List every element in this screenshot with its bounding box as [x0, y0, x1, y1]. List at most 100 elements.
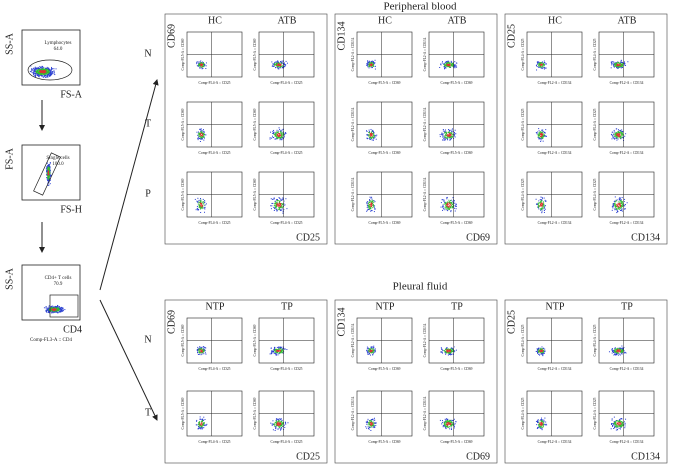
- event-dot: [620, 347, 622, 349]
- event-dot: [614, 425, 616, 427]
- event-dot: [274, 346, 276, 348]
- x-channel: Comp-FL3-A :: CD4: [30, 338, 72, 343]
- event-dot: [541, 421, 543, 423]
- event-dot: [539, 425, 541, 427]
- event-dot: [614, 353, 616, 355]
- event-dot: [44, 73, 46, 75]
- event-dot: [281, 351, 283, 353]
- event-dot: [448, 419, 450, 421]
- gate-percent: 64.0: [54, 47, 63, 52]
- event-dot: [611, 134, 613, 136]
- event-dot: [445, 208, 447, 210]
- event-dot: [439, 134, 441, 136]
- event-dot: [369, 132, 371, 134]
- y-channel: Comp-FL4-A :: CD25: [521, 38, 525, 70]
- event-dot: [46, 311, 48, 313]
- event-dot: [450, 419, 452, 421]
- event-dot: [273, 205, 275, 207]
- event-dot: [60, 310, 62, 312]
- event-dot: [624, 205, 626, 207]
- event-dot: [366, 349, 368, 351]
- event-dot: [614, 63, 616, 65]
- event-dot: [196, 63, 198, 65]
- event-dot: [51, 305, 53, 307]
- row-label: P: [145, 188, 151, 199]
- event-dot: [538, 61, 540, 63]
- event-dot: [57, 310, 59, 312]
- event-dot: [203, 202, 205, 204]
- event-dot: [272, 65, 274, 67]
- event-dot: [444, 206, 446, 208]
- event-dot: [371, 426, 373, 428]
- event-dot: [199, 61, 201, 63]
- event-dot: [41, 69, 43, 71]
- event-dot: [198, 426, 200, 428]
- event-dot: [446, 203, 448, 205]
- x-channel: Comp-FL4-A :: CD25: [271, 221, 303, 225]
- event-dot: [45, 310, 47, 312]
- event-dot: [278, 135, 280, 137]
- event-dot: [447, 349, 449, 351]
- event-dot: [367, 348, 369, 350]
- event-dot: [622, 137, 624, 139]
- event-dot: [619, 131, 621, 133]
- event-dot: [203, 201, 205, 203]
- event-dot: [39, 67, 41, 69]
- event-dot: [273, 133, 275, 135]
- x-channel: Comp-FL4-A :: CD25: [199, 367, 231, 371]
- event-dot: [447, 139, 449, 141]
- event-dot: [372, 352, 374, 354]
- event-dot: [45, 75, 47, 77]
- event-dot: [445, 426, 447, 428]
- event-dot: [619, 63, 621, 65]
- event-dot: [619, 197, 621, 199]
- event-dot: [369, 422, 371, 424]
- event-dot: [616, 63, 618, 65]
- event-dot: [273, 423, 275, 425]
- event-dot: [621, 347, 623, 349]
- event-dot: [373, 350, 375, 352]
- event-dot: [271, 202, 273, 204]
- event-dot: [619, 137, 621, 139]
- event-dot: [452, 64, 454, 66]
- event-dot: [452, 65, 454, 67]
- event-dot: [371, 67, 373, 69]
- event-dot: [375, 138, 377, 140]
- event-dot: [282, 62, 284, 64]
- event-dot: [371, 133, 373, 135]
- event-dot: [448, 352, 450, 354]
- event-dot: [450, 425, 452, 427]
- event-dot: [454, 64, 456, 66]
- event-dot: [622, 348, 624, 350]
- event-dot: [374, 62, 376, 64]
- event-dot: [199, 349, 201, 351]
- event-dot: [48, 169, 50, 171]
- event-dot: [60, 309, 62, 311]
- event-dot: [444, 203, 446, 205]
- event-dot: [541, 428, 543, 430]
- event-dot: [366, 138, 368, 140]
- event-dot: [283, 424, 285, 426]
- event-dot: [541, 209, 543, 211]
- event-dot: [278, 197, 280, 199]
- event-dot: [275, 61, 277, 63]
- event-dot: [449, 206, 451, 208]
- event-dot: [618, 350, 620, 352]
- event-dot: [204, 200, 206, 202]
- event-dot: [199, 133, 201, 135]
- event-dot: [370, 203, 372, 205]
- event-dot: [448, 352, 450, 354]
- event-dot: [447, 134, 449, 136]
- event-dot: [201, 68, 203, 70]
- event-dot: [274, 203, 276, 205]
- event-dot: [441, 62, 443, 64]
- event-dot: [448, 133, 450, 135]
- event-dot: [276, 346, 278, 348]
- event-dot: [51, 71, 53, 73]
- event-dot: [541, 212, 543, 214]
- event-dot: [198, 201, 200, 203]
- event-dot: [544, 207, 546, 209]
- event-dot: [276, 209, 278, 211]
- event-dot: [46, 174, 48, 176]
- event-dot: [370, 63, 372, 65]
